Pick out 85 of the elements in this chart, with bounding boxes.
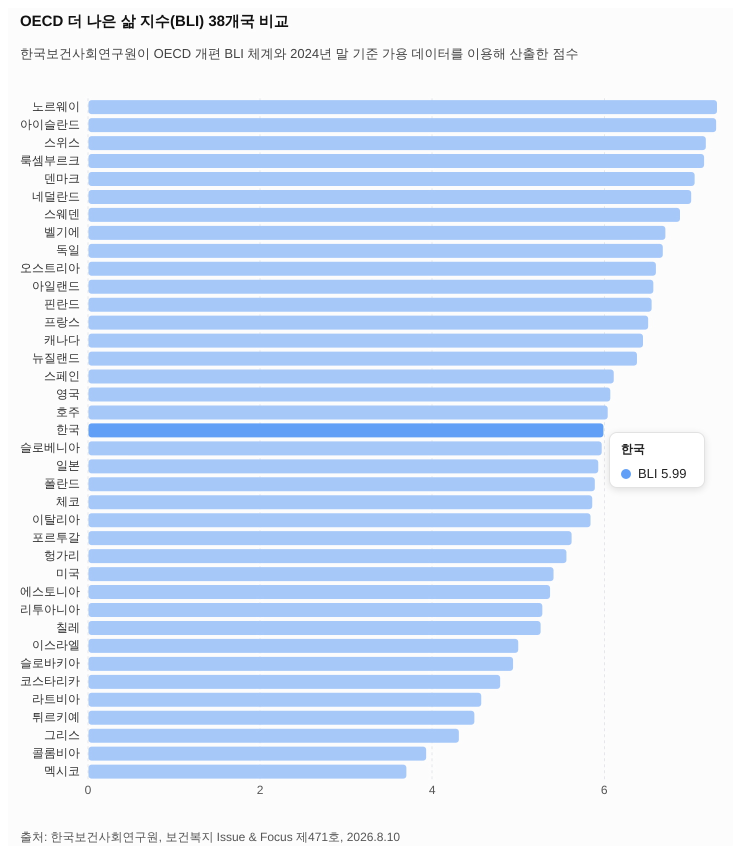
bar (88, 477, 595, 492)
y-tick-label: 에스토니아 (20, 584, 80, 598)
bar (88, 549, 566, 564)
bar (88, 244, 663, 258)
bar (88, 298, 652, 312)
bar (88, 388, 610, 402)
bar (88, 280, 654, 294)
bar (88, 316, 648, 330)
chart-subtitle: 한국보건사회연구원이 OECD 개편 BLI 체계와 2024년 말 기준 가용 데이터를 이용해 산출한 점수 (20, 45, 580, 63)
y-tick-label: 폴란드 (44, 476, 80, 491)
bar (88, 208, 680, 222)
bar (88, 172, 695, 186)
y-tick-label: 프랑스 (44, 314, 80, 329)
x-tick-label: 0 (84, 783, 92, 798)
bar (88, 405, 608, 420)
y-tick-label: 한국 (56, 422, 80, 437)
y-tick-label: 뉴질랜드 (32, 350, 80, 365)
bar (88, 154, 704, 168)
y-tick-label: 코스타리카 (20, 674, 80, 688)
bar (88, 638, 518, 653)
bar (88, 441, 602, 456)
y-tick-label: 체코 (56, 494, 80, 509)
y-tick-label: 미국 (56, 566, 80, 580)
y-tick-label: 스웨덴 (44, 207, 80, 222)
y-tick-label: 슬로베니아 (20, 440, 80, 455)
y-tick-label: 스페인 (44, 368, 80, 383)
bar (88, 334, 643, 348)
bar (88, 262, 656, 276)
bar (88, 585, 550, 600)
bar (88, 136, 706, 150)
y-tick-label: 그리스 (44, 728, 80, 742)
y-tick-label: 콜롬비아 (32, 746, 80, 760)
bar (88, 513, 591, 528)
y-tick-label: 벨기에 (44, 225, 80, 240)
y-tick-label: 아일랜드 (32, 279, 80, 294)
bar (88, 656, 514, 671)
chart-title: OECD 더 나은 삶 지수(BLI) 38개국 비교 (20, 12, 290, 31)
annotation: BLI 5.99 (638, 466, 686, 481)
bar (88, 352, 637, 366)
bar (88, 674, 500, 689)
bar (88, 567, 554, 582)
bar (88, 100, 717, 114)
bar (88, 370, 614, 384)
y-tick-label: 헝가리 (44, 548, 80, 562)
bar (88, 495, 592, 510)
bar (88, 710, 474, 725)
y-tick-label: 핀란드 (44, 297, 80, 312)
bar (88, 692, 482, 707)
y-tick-label: 스위스 (44, 135, 80, 150)
bar (88, 459, 598, 474)
y-tick-label: 일본 (56, 458, 80, 473)
y-tick-label: 멕시코 (44, 764, 80, 778)
y-tick-label: 칠레 (56, 620, 80, 634)
y-tick-label: 독일 (56, 243, 80, 258)
y-tick-label: 덴마크 (44, 171, 80, 186)
y-tick-label: 룩셈부르크 (20, 153, 80, 168)
bar (88, 190, 692, 204)
bar (88, 118, 716, 132)
x-tick-label: 2 (256, 783, 264, 798)
y-tick-label: 아이슬란드 (20, 117, 80, 132)
bar (88, 602, 542, 618)
y-tick-label: 네덜란드 (32, 189, 80, 204)
bar (88, 746, 426, 761)
y-tick-label: 튀르키예 (32, 710, 80, 724)
bar (88, 226, 666, 240)
y-tick-label: 슬로바키아 (20, 656, 80, 670)
bar (88, 423, 604, 438)
y-tick-label: 오스트리아 (20, 261, 80, 276)
y-tick-label: 캐나다 (44, 332, 80, 347)
y-tick-label: 포르투갈 (32, 530, 80, 544)
y-tick-label: 노르웨이 (32, 99, 80, 114)
bar (88, 728, 459, 743)
bar (88, 620, 541, 635)
x-tick-label: 6 (600, 783, 608, 798)
y-tick-label: 영국 (56, 386, 80, 401)
x-tick-label: 4 (428, 783, 436, 798)
y-tick-label: 호주 (56, 404, 80, 419)
source-note: 출처: 한국보건사회연구원, 보건복지 Issue & Focus 제471호, 2026.8.10 (19, 829, 402, 846)
y-tick-label: 라트비아 (32, 692, 80, 706)
y-tick-label: 이스라엘 (32, 638, 80, 652)
bar (88, 531, 572, 546)
y-tick-label: 이탈리아 (32, 512, 80, 527)
bar (88, 764, 406, 779)
annotation: 한국 (621, 441, 646, 458)
y-tick-label: 리투아니아 (20, 602, 80, 616)
